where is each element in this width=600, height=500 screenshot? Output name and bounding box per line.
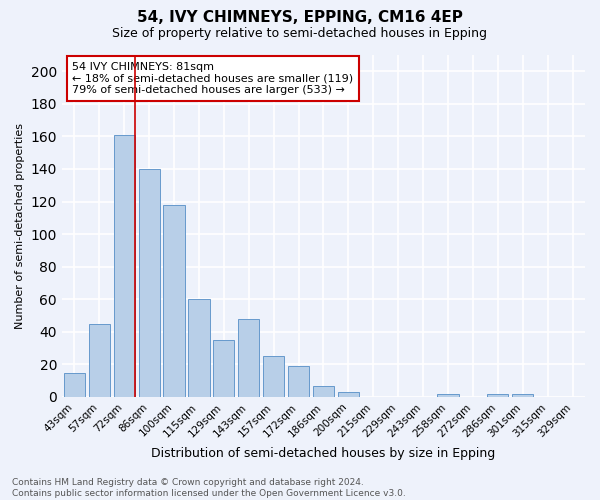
Bar (64, 372, 85, 397)
X-axis label: Distribution of semi-detached houses by size in Epping: Distribution of semi-detached houses by … (151, 447, 496, 460)
Text: Size of property relative to semi-detached houses in Epping: Size of property relative to semi-detach… (113, 28, 487, 40)
Text: 54, IVY CHIMNEYS, EPPING, CM16 4EP: 54, IVY CHIMNEYS, EPPING, CM16 4EP (137, 10, 463, 25)
Text: Contains HM Land Registry data © Crown copyright and database right 2024.
Contai: Contains HM Land Registry data © Crown c… (12, 478, 406, 498)
Bar (313, 386, 334, 397)
Bar (437, 394, 458, 397)
Bar (487, 394, 508, 397)
Bar (163, 205, 185, 397)
Bar (288, 366, 309, 397)
Bar (338, 392, 359, 397)
Bar (89, 324, 110, 397)
Bar (113, 135, 135, 397)
Bar (238, 319, 259, 397)
Y-axis label: Number of semi-detached properties: Number of semi-detached properties (15, 123, 25, 329)
Text: 54 IVY CHIMNEYS: 81sqm
← 18% of semi-detached houses are smaller (119)
79% of se: 54 IVY CHIMNEYS: 81sqm ← 18% of semi-det… (73, 62, 353, 95)
Bar (139, 169, 160, 397)
Bar (188, 299, 209, 397)
Bar (213, 340, 235, 397)
Bar (263, 356, 284, 397)
Bar (512, 394, 533, 397)
